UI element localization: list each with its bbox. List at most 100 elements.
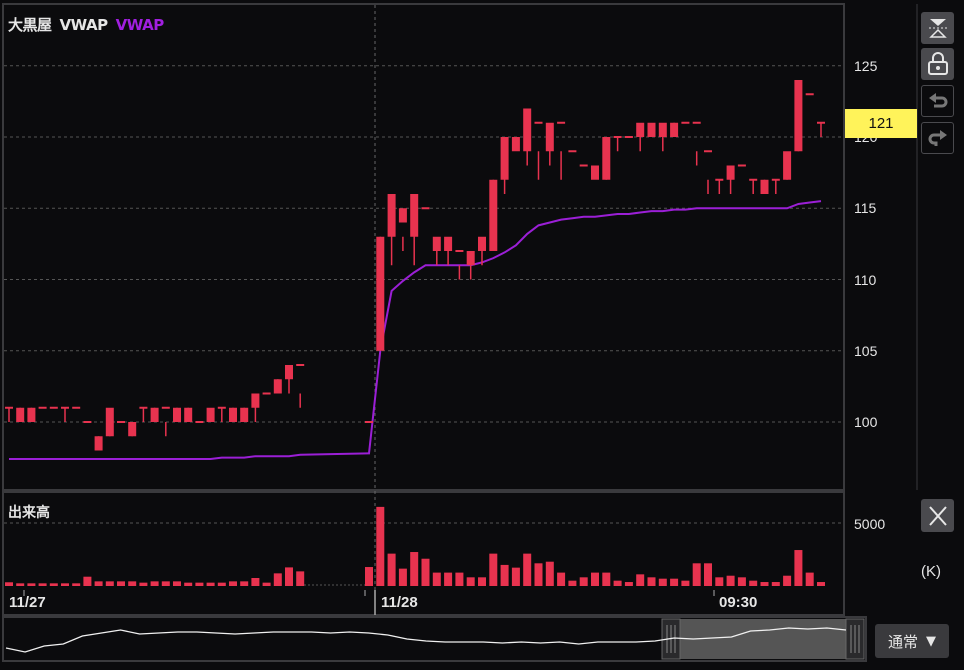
- volume-bars: [5, 506, 825, 586]
- candle: [636, 122, 645, 152]
- price-tick: 125: [854, 58, 878, 74]
- candle-body: [805, 93, 814, 96]
- candle: [432, 236, 441, 266]
- volume-bar: [805, 572, 814, 586]
- candle: [523, 108, 532, 166]
- candle: [117, 421, 125, 423]
- candle-body: [173, 407, 181, 422]
- close-volume-button[interactable]: [921, 499, 954, 532]
- candle: [624, 136, 633, 138]
- mode-select[interactable]: 通常 ▼: [875, 624, 949, 658]
- volume-bar: [27, 583, 36, 586]
- volume-bar: [285, 567, 293, 586]
- volume-bar: [737, 577, 746, 586]
- volume-bar: [624, 582, 633, 586]
- candle: [500, 137, 509, 194]
- candle: [591, 165, 599, 180]
- volume-bar: [240, 581, 249, 586]
- volume-bar: [455, 572, 464, 586]
- candle: [229, 407, 237, 422]
- volume-bar: [5, 582, 13, 586]
- close-icon: [928, 505, 947, 526]
- volume-bar: [557, 572, 566, 586]
- candle-body: [523, 108, 532, 152]
- candle-body: [444, 236, 453, 251]
- candle-body: [771, 178, 780, 181]
- candle-body: [817, 121, 825, 124]
- volume-bar: [139, 582, 148, 586]
- candle: [161, 406, 170, 437]
- candle-body: [150, 407, 159, 422]
- candle: [579, 164, 588, 167]
- volume-bar: [444, 572, 453, 586]
- candle-body: [489, 179, 498, 251]
- volume-bar: [500, 564, 509, 586]
- candle: [217, 406, 226, 422]
- fit-button[interactable]: [921, 12, 954, 44]
- volume-bar: [771, 582, 780, 586]
- candle-body: [602, 137, 611, 180]
- candle: [715, 178, 724, 194]
- candle-body: [117, 421, 125, 423]
- volume-bar: [262, 582, 271, 586]
- volume-bar: [173, 581, 181, 586]
- candle-body: [579, 164, 588, 167]
- lock-button[interactable]: [921, 48, 954, 80]
- navigator-window[interactable]: [680, 619, 846, 659]
- volume-bar: [105, 581, 114, 586]
- candle-body: [94, 436, 103, 451]
- candle-body: [217, 406, 226, 409]
- candle: [647, 122, 656, 137]
- candle: [545, 122, 554, 166]
- volume-bar: [184, 582, 193, 586]
- grid: [4, 5, 843, 615]
- volume-bar: [49, 583, 58, 586]
- redo-button[interactable]: [921, 122, 954, 154]
- candle: [184, 407, 193, 422]
- candle: [128, 422, 137, 437]
- volume-bar: [591, 572, 599, 586]
- volume-bar: [83, 576, 92, 586]
- candle-body: [726, 165, 735, 180]
- volume-bar: [206, 582, 215, 586]
- volume-bar: [432, 572, 441, 586]
- candle: [139, 406, 148, 422]
- candle-body: [760, 179, 769, 194]
- candle-body: [273, 379, 282, 394]
- candle: [5, 406, 13, 422]
- volume-pane-border: [2, 491, 845, 616]
- candle: [206, 407, 215, 422]
- candle-body: [195, 421, 204, 423]
- candle: [511, 137, 520, 152]
- candle-body: [240, 407, 249, 422]
- candle-body: [387, 194, 396, 237]
- candle-body: [161, 406, 170, 409]
- candle-body: [511, 137, 520, 152]
- undo-button[interactable]: [921, 85, 954, 117]
- volume-bar: [16, 583, 25, 586]
- candle: [670, 122, 679, 137]
- candle: [72, 406, 81, 409]
- volume-bar: [658, 578, 667, 586]
- navigator-line: [5, 627, 847, 653]
- volume-unit: (K): [921, 563, 941, 580]
- candle: [296, 364, 305, 408]
- candle-body: [410, 194, 419, 237]
- candle: [251, 393, 260, 422]
- candle: [444, 236, 453, 266]
- candle: [466, 251, 475, 280]
- volume-bar: [273, 573, 282, 586]
- volume-bar: [94, 581, 103, 586]
- candle-body: [365, 421, 373, 423]
- candle-body: [557, 121, 566, 124]
- price-tick: 110: [854, 272, 877, 288]
- volume-bar: [229, 581, 237, 586]
- candle: [398, 208, 407, 251]
- candle: [49, 406, 58, 409]
- candle-body: [500, 137, 509, 180]
- volume-bar: [161, 581, 170, 586]
- price-tick: 115: [854, 200, 877, 216]
- candle: [273, 379, 282, 394]
- candle-body: [296, 364, 305, 366]
